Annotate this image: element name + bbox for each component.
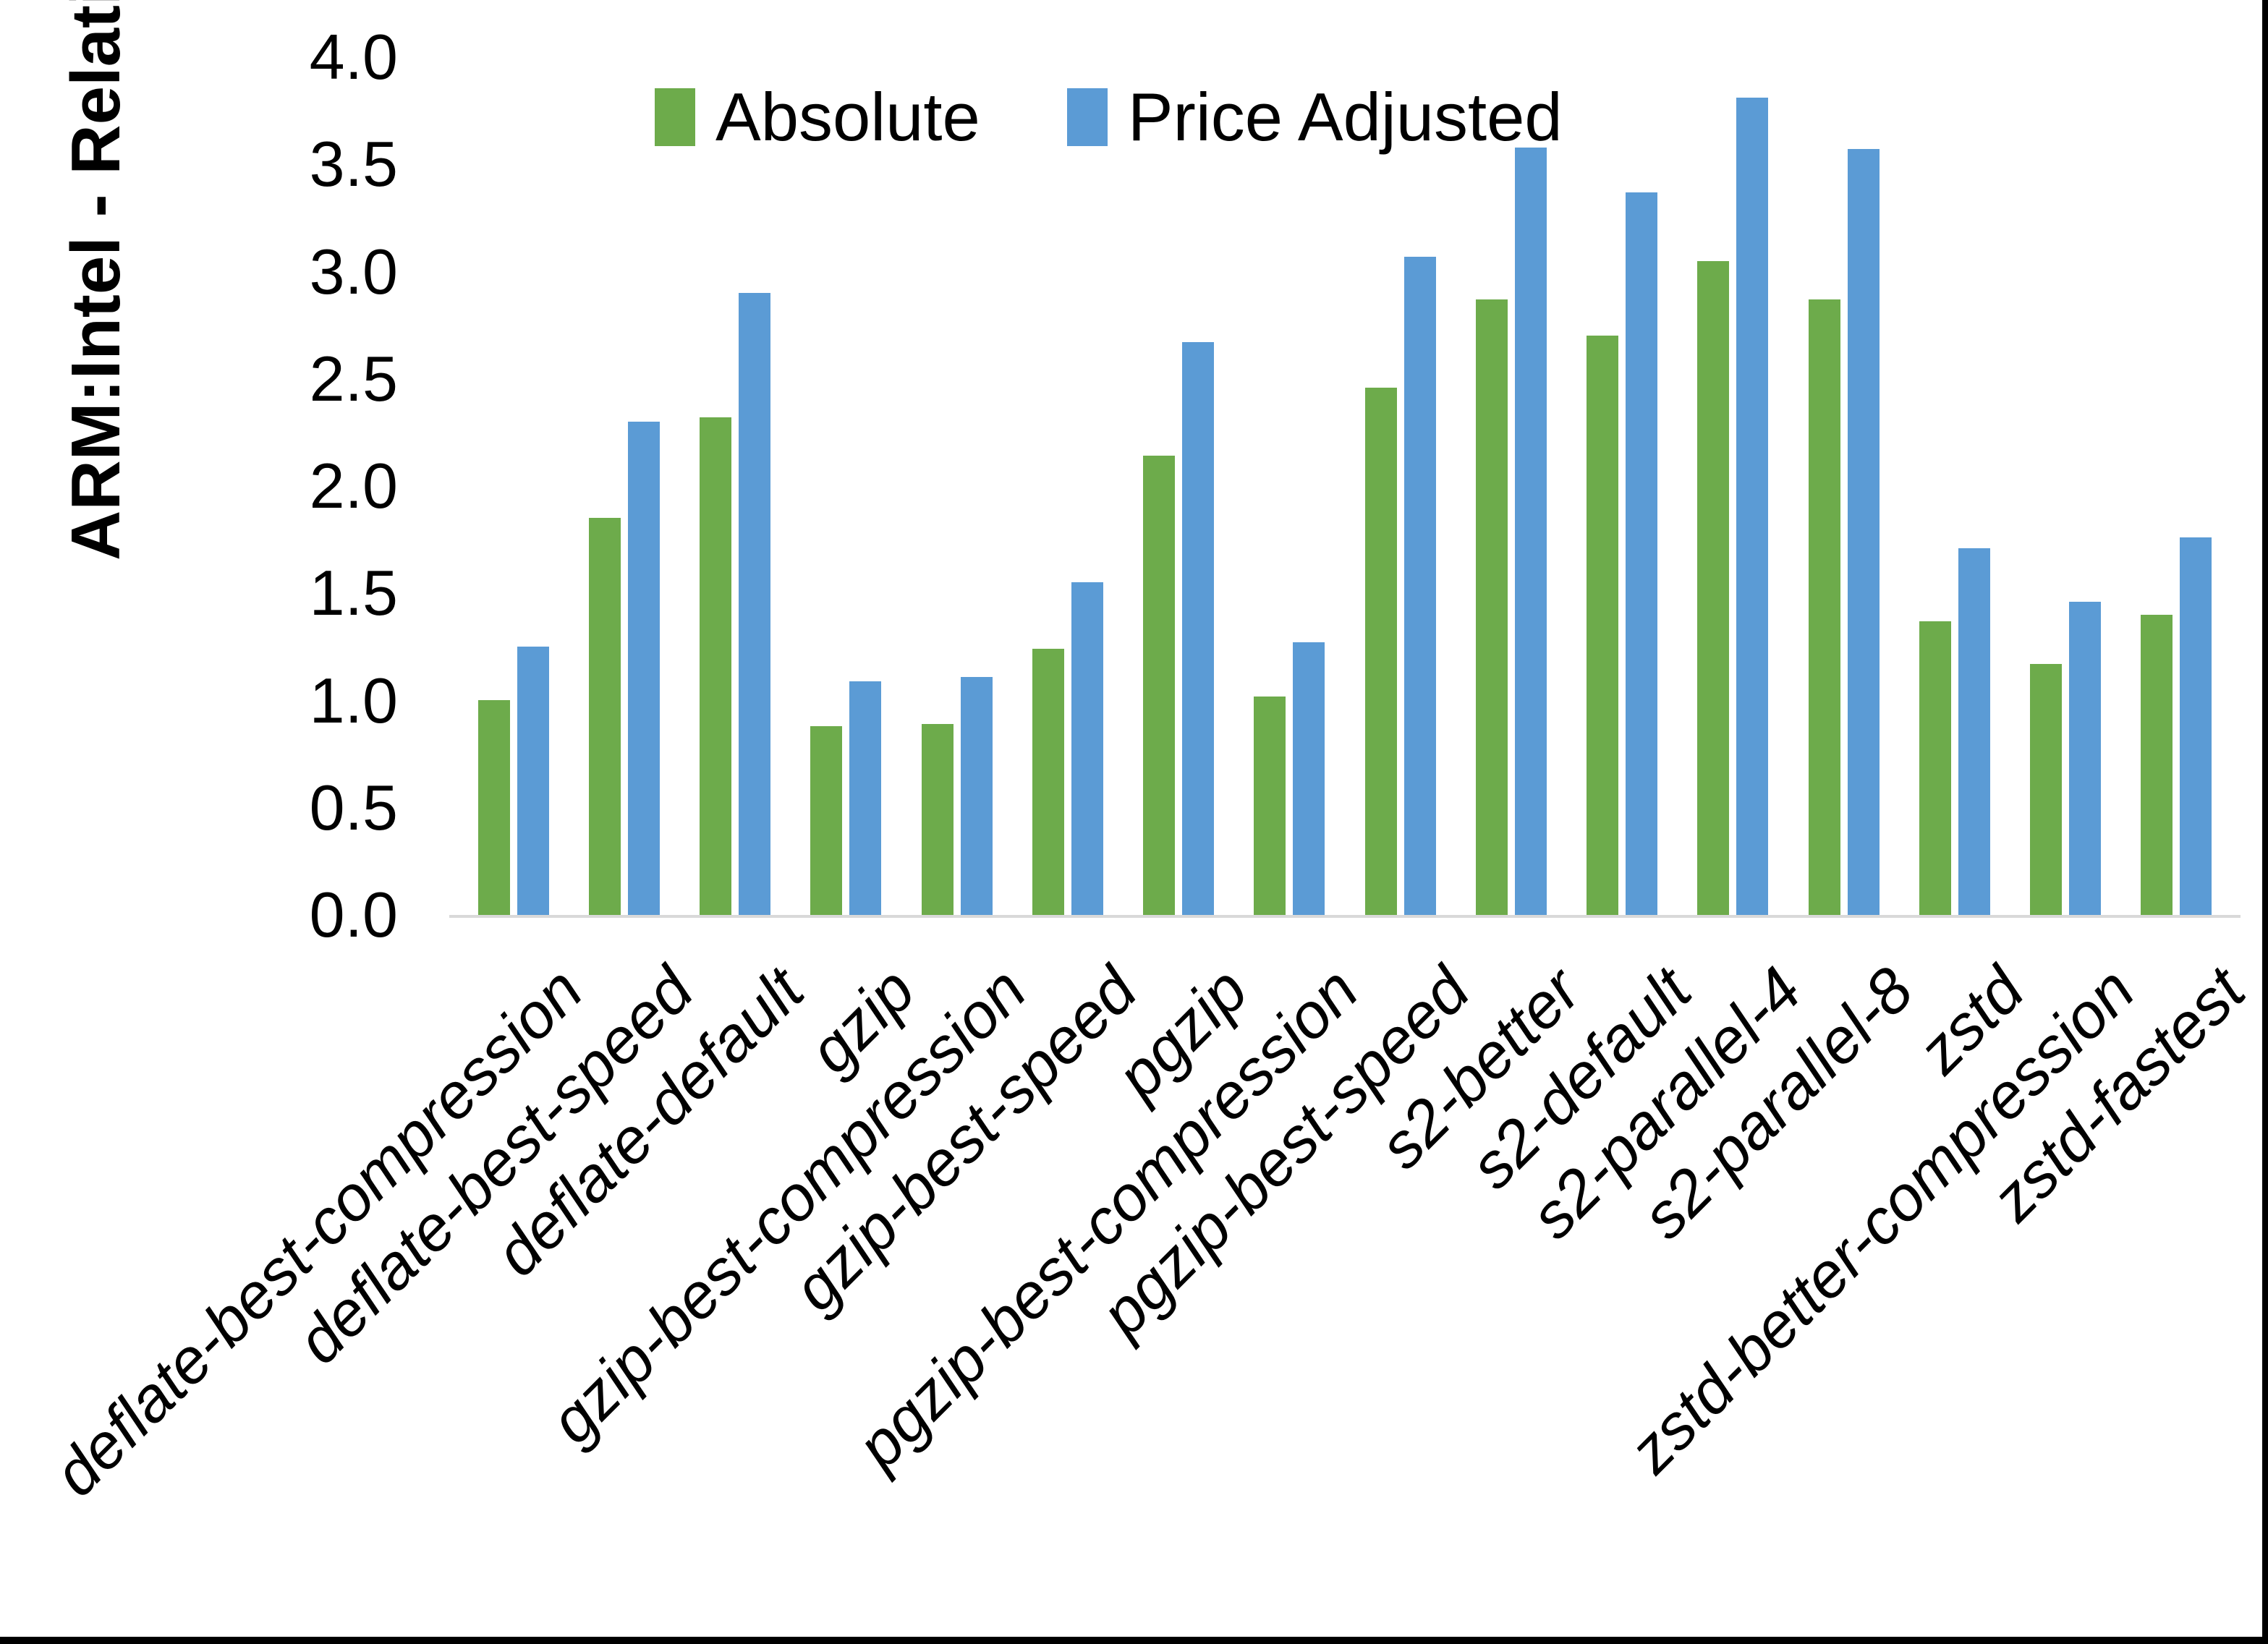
bar-price-adjusted — [961, 677, 993, 915]
bar-absolute — [478, 700, 510, 915]
legend-item-absolute: Absolute — [655, 81, 980, 153]
bar-price-adjusted — [1404, 257, 1436, 915]
bar-price-adjusted — [1515, 148, 1547, 915]
bar-absolute — [1587, 336, 1618, 915]
bar-price-adjusted — [1293, 642, 1325, 915]
y-tick-label: 2.0 — [309, 450, 398, 521]
bar-price-adjusted — [1736, 98, 1768, 915]
bar-absolute — [1809, 299, 1840, 915]
bar-absolute — [1143, 456, 1175, 915]
bar-price-adjusted — [517, 647, 549, 915]
bar-absolute — [589, 518, 621, 915]
y-tick-label: 0.5 — [309, 772, 398, 843]
bar-absolute — [1254, 697, 1286, 915]
bar-absolute — [1365, 388, 1397, 915]
y-tick-label: 1.5 — [309, 557, 398, 629]
bar-price-adjusted — [1182, 342, 1214, 915]
y-tick-label: 1.0 — [309, 665, 398, 736]
legend-item-price-adjusted: Price Adjusted — [1066, 79, 1563, 155]
y-axis-title: ARM:Intel - Relative Performance — [57, 0, 135, 561]
y-tick-label: 4.0 — [309, 21, 398, 93]
bar-absolute — [1697, 261, 1729, 915]
bar-absolute — [1032, 649, 1064, 915]
bar-absolute — [1919, 621, 1951, 915]
x-axis-line — [449, 915, 2241, 918]
bar-price-adjusted — [2069, 602, 2101, 915]
bar-price-adjusted — [1958, 548, 1990, 915]
bar-absolute — [1476, 299, 1508, 915]
legend: Absolute Price Adjusted — [655, 81, 1563, 153]
bar-price-adjusted — [739, 293, 770, 915]
bar-price-adjusted — [1848, 149, 1880, 915]
legend-swatch-price-adjusted — [1066, 88, 1108, 146]
bar-price-adjusted — [628, 422, 660, 915]
bar-price-adjusted — [1071, 582, 1103, 915]
bar-absolute — [2141, 615, 2173, 915]
legend-label-absolute: Absolute — [715, 79, 980, 155]
y-tick-label: 3.5 — [309, 128, 398, 200]
bar-price-adjusted — [1626, 192, 1657, 915]
bar-absolute — [2030, 664, 2062, 915]
y-tick-label: 0.0 — [309, 879, 398, 950]
legend-label-price-adjusted: Price Adjusted — [1127, 79, 1563, 155]
bar-absolute — [700, 417, 731, 915]
y-tick-label: 2.5 — [309, 343, 398, 414]
bar-price-adjusted — [849, 681, 881, 915]
bar-absolute — [810, 726, 842, 915]
bar-absolute — [922, 724, 954, 915]
y-tick-label: 3.0 — [309, 236, 398, 307]
legend-swatch-absolute — [655, 88, 695, 146]
bar-price-adjusted — [2180, 537, 2212, 915]
